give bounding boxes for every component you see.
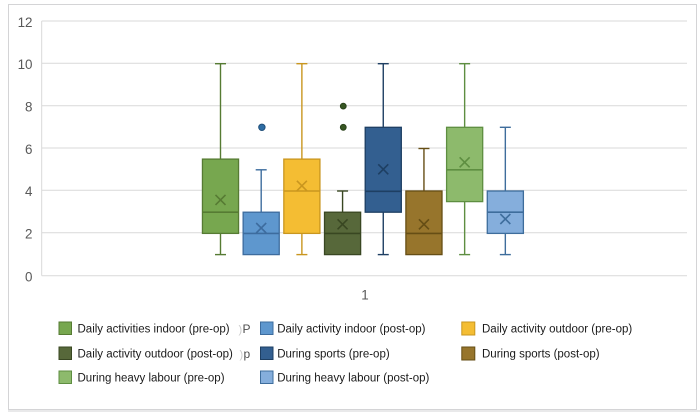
svg-text:): ) xyxy=(240,349,244,361)
svg-text:6: 6 xyxy=(25,142,32,157)
svg-text:During heavy labour (post-op): During heavy labour (post-op) xyxy=(277,372,429,384)
svg-text:2: 2 xyxy=(25,227,32,242)
svg-text:During sports (pre-op): During sports (pre-op) xyxy=(277,348,390,360)
svg-text:P: P xyxy=(243,322,251,336)
svg-text:Daily activity indoor (post-op: Daily activity indoor (post-op) xyxy=(277,323,425,335)
svg-text:12: 12 xyxy=(18,15,33,30)
svg-text:1: 1 xyxy=(361,288,368,303)
svg-text:0: 0 xyxy=(25,270,32,285)
svg-text:Daily activity outdoor (pre-op: Daily activity outdoor (pre-op) xyxy=(482,323,632,335)
svg-text:10: 10 xyxy=(18,57,33,72)
svg-text:): ) xyxy=(239,324,243,336)
svg-text:During heavy labour (pre-op): During heavy labour (pre-op) xyxy=(78,372,225,384)
svg-text:During sports (post-op): During sports (post-op) xyxy=(482,348,600,360)
svg-text:Daily activity outdoor (post-o: Daily activity outdoor (post-op) xyxy=(78,348,233,360)
svg-text:Daily activities indoor (pre-o: Daily activities indoor (pre-op) xyxy=(78,323,230,335)
svg-text:p: p xyxy=(244,347,251,361)
svg-text:4: 4 xyxy=(25,184,33,199)
svg-text:8: 8 xyxy=(25,100,32,115)
